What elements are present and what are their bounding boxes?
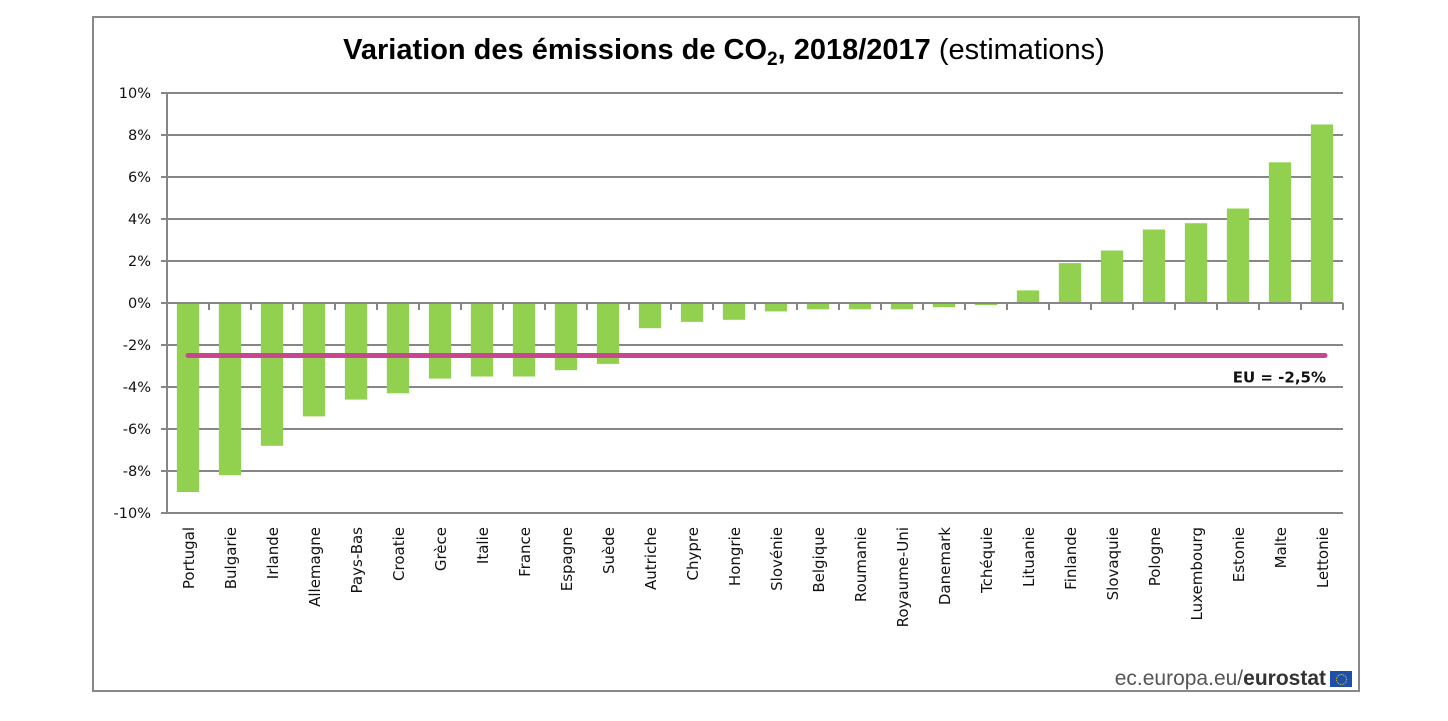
bar xyxy=(848,303,872,310)
y-tick-label: 0% xyxy=(128,296,151,312)
eu-flag-icon xyxy=(1330,671,1352,687)
title-bold-after: , 2018/2017 xyxy=(777,34,931,66)
bars xyxy=(176,124,1334,492)
source-credit: ec.europa.eu/eurostat xyxy=(1115,667,1352,691)
x-axis-labels: Portugal Bulgarie Irlande Allemagne Pays-Bas… xyxy=(180,527,1332,628)
x-tick-label: Malte xyxy=(1272,527,1290,568)
y-tick-label: 8% xyxy=(128,128,151,144)
bar xyxy=(1184,223,1208,303)
x-tick-label: Grèce xyxy=(432,527,450,571)
x-tick-label: Finlande xyxy=(1062,527,1080,590)
x-tick-label: Chypre xyxy=(684,527,702,580)
chart-title: Variation des émissions de CO2, 2018/201… xyxy=(0,34,1448,70)
x-tick-label: Espagne xyxy=(558,527,576,591)
bar xyxy=(974,303,998,306)
y-tick-label: 6% xyxy=(128,170,151,186)
x-axis xyxy=(166,302,1344,310)
x-tick-label: Slovaquie xyxy=(1104,527,1122,600)
bar xyxy=(260,303,284,446)
bar xyxy=(218,303,242,476)
y-tick-label: -8% xyxy=(123,464,151,480)
eu-average-label: EU = -2,5% xyxy=(1233,369,1326,387)
y-tick-label: -2% xyxy=(123,338,151,354)
x-tick-label: Italie xyxy=(474,527,492,564)
x-tick-label: Hongrie xyxy=(726,527,744,586)
bar xyxy=(302,303,326,417)
x-tick-label: Portugal xyxy=(180,527,198,589)
x-tick-label: Lettonie xyxy=(1314,527,1332,588)
bar xyxy=(1142,229,1166,303)
y-axis-ticks: 10% 8% 6% 4% 2% 0% -2% -4% -6% -8% -10% xyxy=(114,86,151,522)
x-tick-label: Belgique xyxy=(810,527,828,593)
bar xyxy=(722,303,746,320)
bar xyxy=(638,303,662,329)
y-tick-label: 10% xyxy=(119,86,151,102)
x-tick-label: Irlande xyxy=(264,527,282,579)
x-tick-label: Pologne xyxy=(1146,527,1164,586)
y-tick-label: 4% xyxy=(128,212,151,228)
bar xyxy=(344,303,368,400)
bar xyxy=(470,303,494,377)
gridlines xyxy=(161,92,1343,514)
bar xyxy=(680,303,704,322)
bar xyxy=(806,303,830,310)
bar xyxy=(1016,290,1040,303)
y-tick-label: -6% xyxy=(123,422,151,438)
bar xyxy=(428,303,452,379)
bar xyxy=(1226,208,1250,303)
source-domain: ec.europa.eu/ xyxy=(1114,667,1244,690)
title-normal: (estimations) xyxy=(930,34,1105,66)
bar xyxy=(890,303,914,310)
x-tick-label: Lituanie xyxy=(1020,527,1038,587)
x-tick-label: Roumanie xyxy=(852,527,870,602)
bar xyxy=(386,303,410,394)
x-tick-label: Suède xyxy=(600,527,618,574)
x-tick-label: Pays-Bas xyxy=(348,527,366,594)
bar xyxy=(1100,250,1124,303)
y-tick-label: -4% xyxy=(123,380,151,396)
y-tick-label: -10% xyxy=(114,506,151,522)
bar xyxy=(764,303,788,312)
title-subscript: 2 xyxy=(767,49,778,70)
title-bold: Variation des émissions de CO xyxy=(343,34,768,66)
source-brand: eurostat xyxy=(1243,667,1326,690)
x-tick-label: Estonie xyxy=(1230,527,1248,582)
bar xyxy=(596,303,620,364)
bar xyxy=(554,303,578,371)
x-tick-label: Bulgarie xyxy=(222,527,240,589)
bar xyxy=(1268,162,1292,303)
x-tick-label: Tchéquie xyxy=(978,527,996,594)
x-tick-label: Luxembourg xyxy=(1188,527,1206,621)
bar xyxy=(1310,124,1334,303)
x-tick-label: Danemark xyxy=(936,527,954,605)
x-tick-label: Croatie xyxy=(390,527,408,581)
bar xyxy=(176,303,200,492)
bar xyxy=(512,303,536,377)
x-tick-label: Royaume-Uni xyxy=(894,527,912,627)
bar xyxy=(1058,263,1082,303)
x-tick-label: France xyxy=(516,527,534,577)
x-tick-label: Slovénie xyxy=(768,527,786,591)
eu-reference: EU = -2,5% xyxy=(185,353,1328,387)
x-tick-label: Allemagne xyxy=(306,527,324,607)
bar xyxy=(932,303,956,308)
y-tick-label: 2% xyxy=(128,254,151,270)
x-tick-label: Autriche xyxy=(642,527,660,590)
